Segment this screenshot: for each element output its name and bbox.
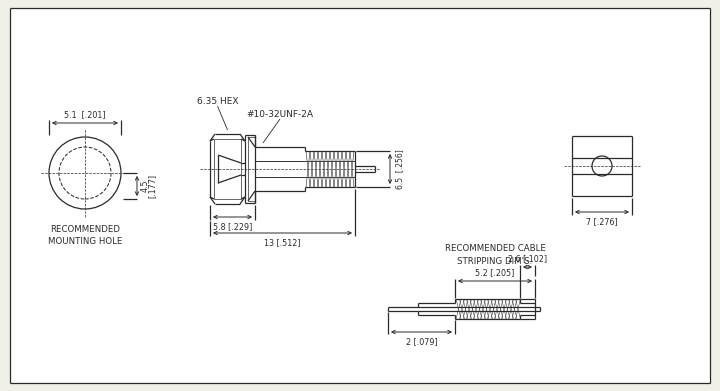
Text: 2.6 [.102]: 2.6 [.102] [508, 254, 547, 263]
Text: 6.5  [.256]: 6.5 [.256] [395, 149, 404, 189]
Text: 5.1  [.201]: 5.1 [.201] [64, 110, 106, 119]
Text: RECOMMENDED CABLE
STRIPPING DIM'S.: RECOMMENDED CABLE STRIPPING DIM'S. [444, 244, 546, 265]
Text: 5.2 [.205]: 5.2 [.205] [475, 268, 515, 277]
Text: 13 [.512]: 13 [.512] [264, 238, 301, 247]
Text: 2 [.079]: 2 [.079] [405, 337, 437, 346]
Text: RECOMMENDED
MOUNTING HOLE: RECOMMENDED MOUNTING HOLE [48, 225, 122, 246]
Text: #10-32UNF-2A: #10-32UNF-2A [246, 110, 313, 119]
Text: 7 [.276]: 7 [.276] [586, 217, 618, 226]
Text: 4.5: 4.5 [141, 180, 150, 192]
Text: 5.8 [.229]: 5.8 [.229] [213, 222, 252, 231]
Text: 6.35 HEX: 6.35 HEX [197, 97, 238, 106]
Text: [.177]: [.177] [147, 174, 156, 198]
